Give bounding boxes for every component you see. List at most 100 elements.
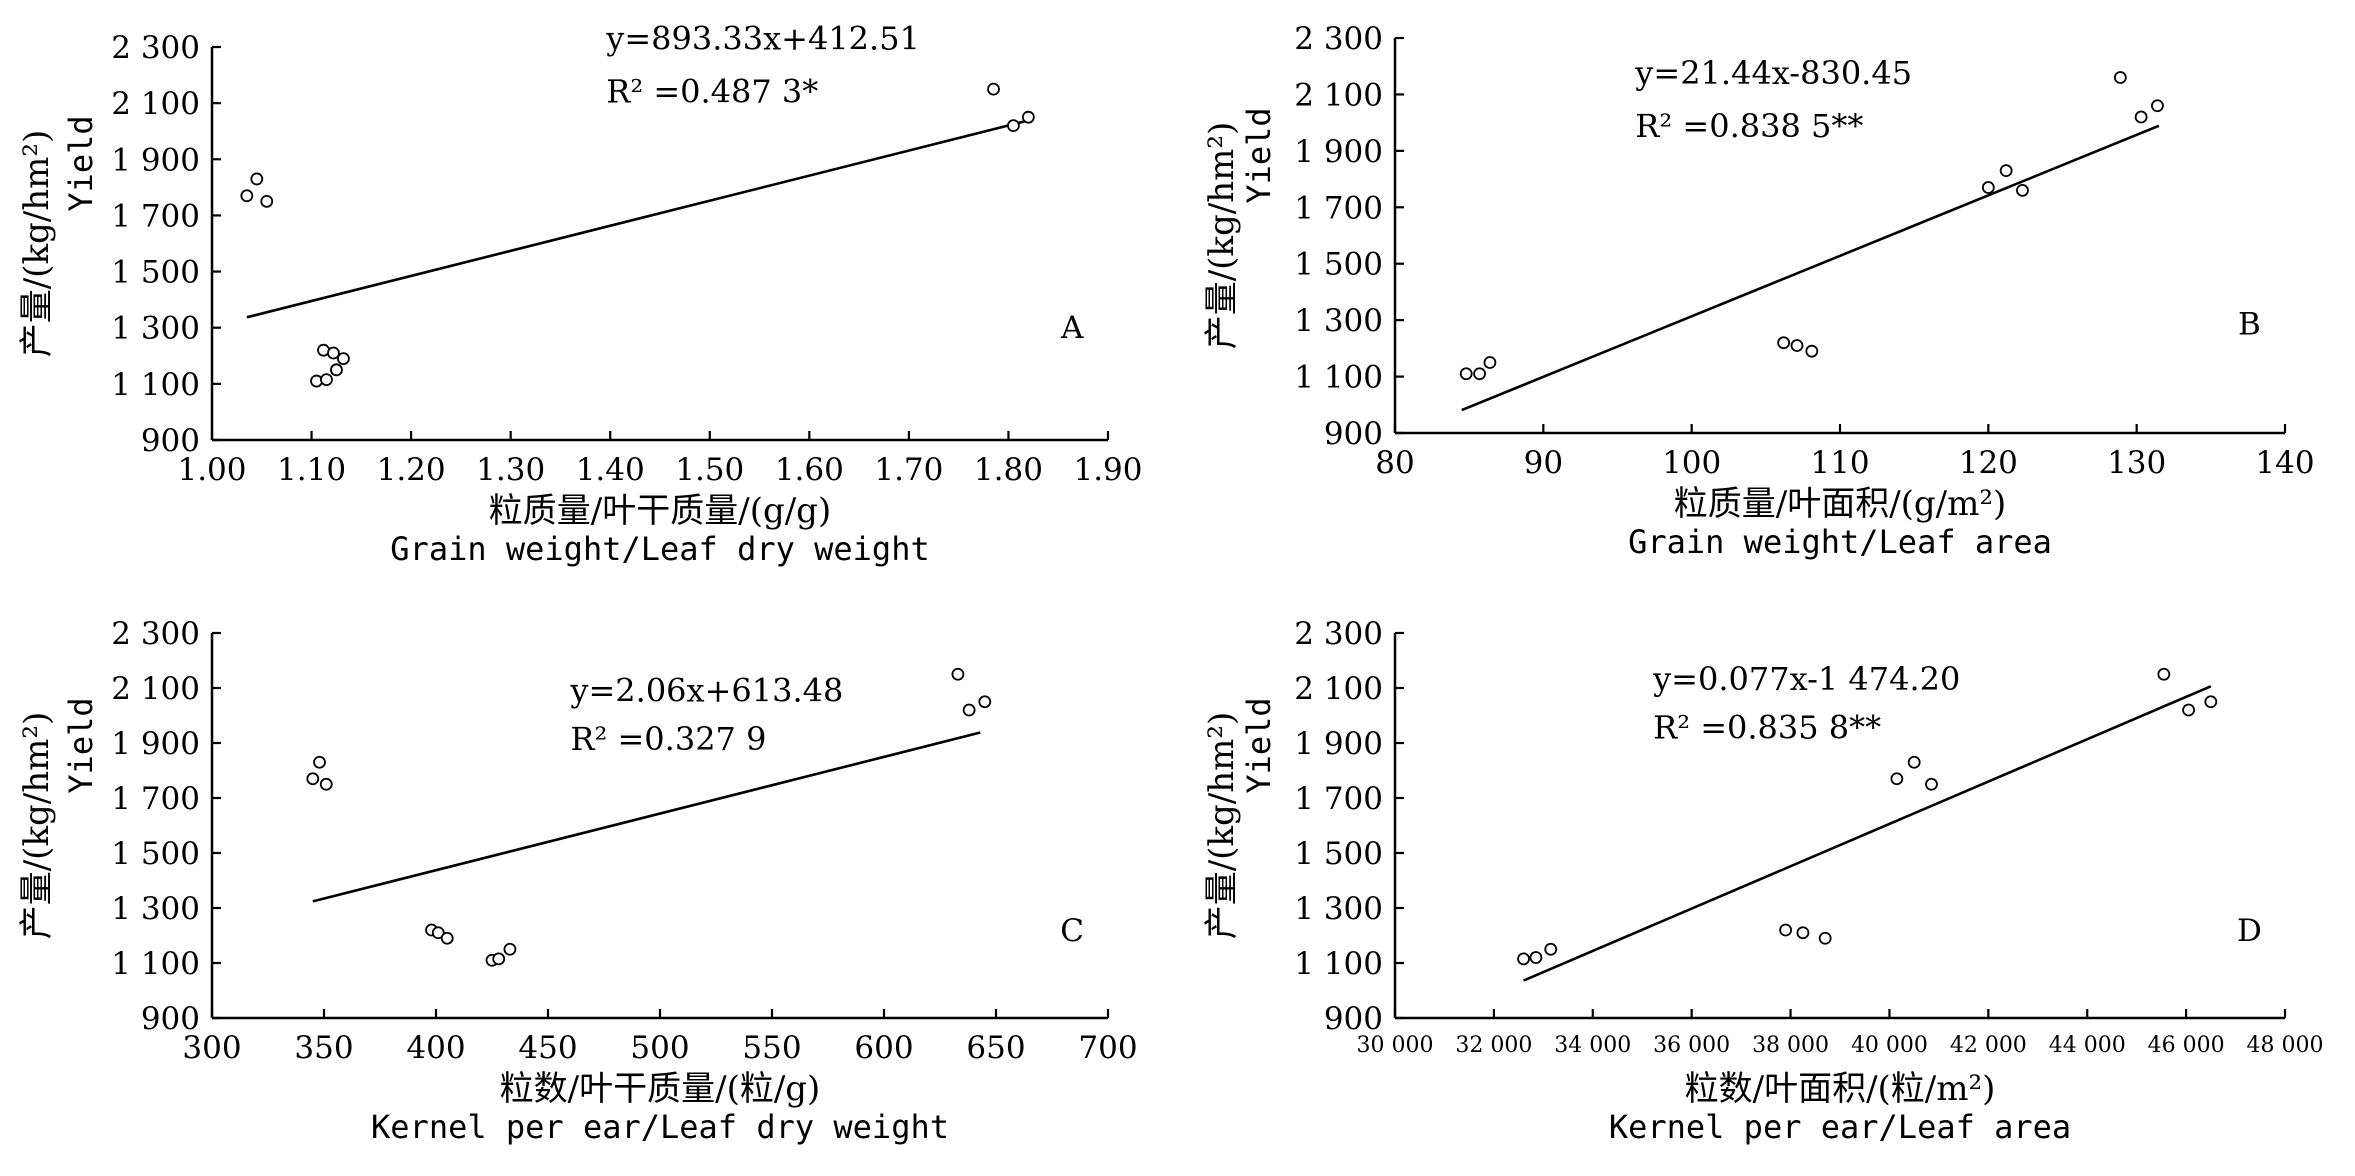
panel-b-data-point: [2134, 110, 2148, 124]
panel-b-data-point: [1790, 339, 1804, 352]
panel-a-x-tick-label: 1.50: [675, 452, 744, 488]
panel-d-y-tick-label: 1 100: [1294, 946, 1383, 982]
panel-d-y-tick-label: 2 100: [1294, 671, 1383, 707]
panel-c-data-point: [319, 777, 333, 791]
panel-d-x-tick-label: 38 000: [1752, 1033, 1829, 1058]
panel-b-y-label-en: Yield: [1240, 107, 1278, 203]
panel-b-x-tick-label: 90: [1524, 445, 1563, 481]
panel-d-y-tick-label: 1 500: [1294, 836, 1383, 872]
panel-c-x-tick-label: 600: [854, 1030, 913, 1066]
panel-a-data-point: [337, 352, 350, 365]
panel-b-y-tick-label: 900: [1324, 416, 1383, 452]
panel-b-data-point: [2113, 71, 2127, 84]
panel-b-x-label-en: Grain weight/Leaf area: [1628, 523, 2052, 561]
panel-b-data-point: [2016, 183, 2029, 197]
panel-c-y-tick-label: 2 100: [111, 671, 200, 707]
panel-d-data-point: [1796, 926, 1810, 940]
panel-d-data-point: [1779, 923, 1793, 937]
panel-d-data-point: [1890, 772, 1904, 786]
panel-a-data-point: [327, 346, 340, 360]
panel-a-x-tick-label: 1.70: [874, 452, 943, 488]
panel-a-x-tick-label: 1.60: [775, 452, 844, 488]
panel-d-y-tick-label: 1 700: [1294, 781, 1383, 817]
panel-d-x-tick-label: 48 000: [2247, 1033, 2324, 1058]
panel-c-x-tick-label: 400: [406, 1030, 465, 1066]
panel-a-y-label-en: Yield: [62, 115, 100, 211]
panel-c-data-point: [503, 942, 517, 956]
panel-d-x-tick-label: 32 000: [1455, 1033, 1532, 1058]
panel-c-x-tick-label: 550: [742, 1030, 801, 1066]
panel-b-data-point: [1981, 181, 1995, 194]
panel-d-data-point: [1907, 755, 1921, 769]
panel-a-x-label-en: Grain weight/Leaf dry weight: [390, 530, 929, 568]
panel-a-equation: y=893.33x+412.51: [605, 19, 920, 57]
panel-d-y-label-cn: 产量/(kg/hm²): [1202, 712, 1242, 940]
panel-a-y-tick-label: 900: [141, 423, 200, 459]
panel-b-x-tick-label: 100: [1662, 445, 1721, 481]
panel-d-x-tick-label: 42 000: [1950, 1033, 2027, 1058]
panel-a-regression-line: [246, 117, 1034, 319]
panel-c-data-point: [951, 667, 965, 681]
panel-d-equation: y=0.077x-1 474.20: [1652, 660, 1960, 698]
panel-d-data-point: [1529, 951, 1543, 964]
panel-d-data-point: [2204, 695, 2218, 709]
panel-d-x-tick-label: 46 000: [2148, 1033, 2225, 1058]
panel-a-data-point: [260, 194, 274, 208]
panel-b-x-tick-label: 110: [1810, 445, 1869, 481]
panel-d-x-label-cn: 粒数/叶面积/(粒/m²): [1685, 1069, 1996, 1109]
panel-d-data-point: [1544, 942, 1558, 956]
panel-b-y-label-cn: 产量/(kg/hm²): [1202, 122, 1242, 350]
panel-d-data-point: [2182, 703, 2195, 717]
panel-b-x-tick-label: 80: [1375, 445, 1414, 481]
panel-c-regression-line: [312, 731, 981, 903]
panel-b-data-point: [1805, 344, 1819, 358]
panel-a-x-tick-label: 1.40: [576, 452, 645, 488]
panel-c-y-label-cn: 产量/(kg/hm²): [17, 712, 57, 940]
panel-c-data-point: [492, 952, 506, 966]
panel-b-data-point: [2151, 99, 2164, 113]
panel-a-y-tick-label: 1 100: [111, 367, 200, 403]
panel-a-letter: A: [1060, 310, 1084, 346]
panel-b-regression-line: [1461, 124, 2160, 412]
panel-d-y-tick-label: 900: [1324, 1001, 1383, 1037]
panel-a-data-point: [987, 82, 1000, 96]
panel-b-y-tick-label: 1 500: [1294, 247, 1383, 283]
panel-b-y-tick-label: 2 300: [1294, 21, 1383, 57]
panel-d-x-tick-label: 36 000: [1653, 1033, 1730, 1058]
panel-c-data-point: [978, 695, 992, 709]
panel-c-data-point: [440, 931, 454, 945]
panel-a-data-point: [1021, 110, 1035, 124]
panel-b-x-label-cn: 粒质量/叶面积/(g/m²): [1674, 484, 2007, 524]
panel-b-data-point: [1473, 367, 1486, 381]
panel-d-regression-line: [1523, 685, 2212, 982]
panel-d-letter: D: [2237, 913, 2262, 949]
panel-c-data-point: [431, 926, 445, 940]
panel-c-x-tick-label: 350: [294, 1030, 353, 1066]
panel-c-letter: C: [1060, 913, 1084, 949]
panel-a-x-tick-label: 1.20: [377, 452, 446, 488]
panel-d-y-tick-label: 1 900: [1294, 726, 1383, 762]
panel-c-y-label-en: Yield: [62, 697, 100, 793]
panel-b-equation: y=21.44x-830.45: [1634, 54, 1912, 92]
panel-c-y-tick-label: 900: [141, 1001, 200, 1037]
panel-c-equation: y=2.06x+613.48: [569, 672, 843, 710]
panel-d-data-point: [1517, 952, 1530, 966]
panel-a-x-label-cn: 粒质量/叶干质量/(g/g): [489, 491, 831, 531]
panel-d-data-point: [1925, 777, 1938, 791]
panel-a-y-tick-label: 2 100: [111, 86, 200, 122]
panel-b-y-tick-label: 1 300: [1294, 303, 1383, 339]
panel-b-y-tick-label: 1 900: [1294, 134, 1383, 170]
panel-c-y-tick-label: 2 300: [111, 616, 200, 652]
panel-a-x-tick-label: 1.90: [1073, 452, 1142, 488]
panel-a-x-tick-label: 1.30: [476, 452, 545, 488]
panel-c-x-tick-label: 300: [182, 1030, 241, 1066]
panel-d-x-tick-label: 30 000: [1357, 1033, 1434, 1058]
panel-b-x-tick-label: 130: [2107, 445, 2166, 481]
panel-c-y-tick-label: 1 700: [111, 781, 200, 817]
panel-c-x-tick-label: 500: [630, 1030, 689, 1066]
panel-a-y-label-cn: 产量/(kg/hm²): [17, 130, 57, 358]
panel-a-r-squared: R² =0.487 3*: [606, 73, 818, 111]
panel-a-y-tick-label: 1 500: [111, 255, 200, 291]
panel-d-x-tick-label: 44 000: [2049, 1033, 2126, 1058]
